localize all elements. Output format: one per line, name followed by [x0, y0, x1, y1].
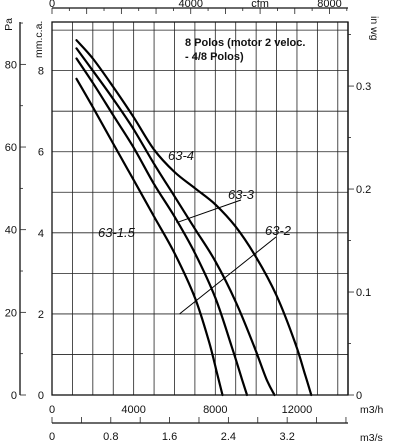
x-tick-cfm: 8000 — [317, 0, 341, 10]
chart-note-line-1: 8 Polos (motor 2 veloc. — [185, 37, 305, 49]
plot-frame — [51, 21, 349, 396]
x-tick-m3h: 4000 — [121, 404, 145, 416]
y-tick-mmca: 4 — [38, 228, 44, 240]
leader-63-2 — [179, 236, 277, 315]
y-tick-mmca: 6 — [38, 147, 44, 159]
x-tick-cfm: 4000 — [178, 0, 202, 10]
y-unit-pa: Pa — [3, 18, 15, 31]
x-tick-m3s: 2.4 — [221, 431, 236, 443]
curve-label-63-4: 63-4 — [168, 148, 194, 163]
y-unit-mmca: mm.c.a. — [33, 21, 45, 58]
y-tick-pa: 20 — [5, 307, 17, 319]
y-tick-mmca: 2 — [38, 309, 44, 321]
y-tick-mmca: 8 — [38, 66, 44, 78]
y-tick-pa: 0 — [11, 390, 17, 402]
y-tick-inwg: 0 — [356, 390, 362, 402]
y-tick-inwg: 0.3 — [356, 81, 371, 93]
curve-label-63-3: 63-3 — [228, 187, 255, 202]
y-tick-pa: 80 — [5, 59, 17, 71]
x-unit-m3s: m3/s — [360, 432, 383, 444]
y-tick-inwg: 0.1 — [356, 287, 371, 299]
x-tick-m3s: 1.6 — [162, 431, 177, 443]
performance-curves — [75, 39, 313, 397]
axes — [19, 7, 354, 424]
leader-63-3 — [176, 199, 242, 224]
curve-63-2 — [75, 57, 249, 397]
y-tick-pa: 40 — [5, 225, 17, 237]
y-tick-mmca: 0 — [38, 390, 44, 402]
x-tick-m3s: 0 — [49, 431, 55, 443]
chart-note-line-2: - 4/8 Polos) — [185, 51, 244, 63]
y-tick-pa: 60 — [5, 142, 17, 154]
curve-63-3 — [75, 47, 276, 397]
curve-63-1-5 — [75, 77, 224, 397]
y-unit-inwg: in wg — [368, 16, 380, 41]
grid-lines — [51, 22, 348, 396]
y-tick-inwg: 0.2 — [356, 184, 371, 196]
x-tick-m3h: 0 — [49, 404, 55, 416]
curve-label-63-1-5: 63-1.5 — [98, 225, 136, 240]
x-unit-cfm: cfm — [251, 0, 269, 10]
x-tick-m3s: 3.2 — [280, 431, 295, 443]
x-tick-m3h: 8000 — [203, 404, 227, 416]
x-tick-cfm: 0 — [49, 0, 55, 10]
x-tick-m3s: 0.8 — [103, 431, 118, 443]
curve-63-4 — [75, 39, 313, 397]
x-unit-m3h: m3/h — [360, 404, 384, 416]
curve-label-63-2: 63-2 — [265, 223, 292, 238]
curve-label-leaders — [176, 199, 277, 315]
x-tick-m3h: 12000 — [282, 404, 313, 416]
